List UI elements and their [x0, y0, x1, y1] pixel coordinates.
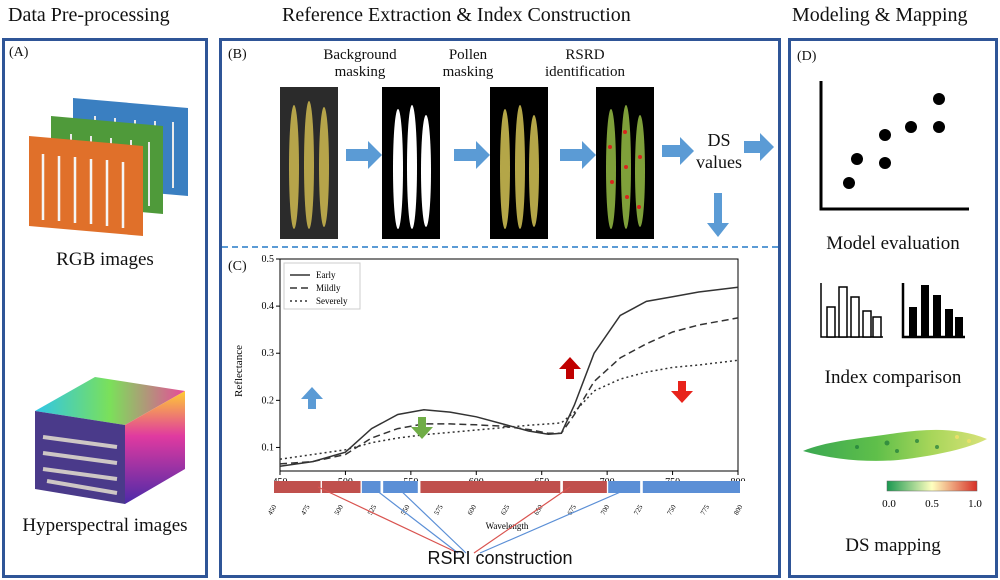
band-tick-625: 625	[499, 503, 511, 517]
rsri-construction-caption: RSRI construction	[427, 548, 573, 568]
index-comparison-caption: Index comparison	[824, 367, 962, 388]
chart-axes	[276, 258, 739, 475]
band-tick-700: 700	[599, 503, 611, 517]
red-up-arrow	[559, 357, 581, 379]
wheat-photo-original	[280, 87, 338, 239]
x-tick-label-800: 800	[731, 477, 746, 481]
chart-y-axis-label: Reflectance	[233, 345, 245, 397]
band-segment-6	[608, 481, 641, 493]
y-tick-label-0.5: 0.5	[262, 254, 275, 265]
legend-label-early: Early	[316, 270, 336, 280]
band-tick-475: 475	[299, 503, 311, 517]
panel-d-label: (D)	[797, 49, 817, 64]
band-axis-label: Wavelength	[486, 521, 529, 531]
ds-colorbar: 0.0 0.5 1.0	[882, 480, 982, 510]
hyperspectral-images-caption: Hyperspectral images	[22, 515, 188, 536]
band-tick-725: 725	[632, 503, 644, 517]
green-down-arrow	[411, 417, 433, 439]
scatter-plot-icon	[819, 81, 969, 211]
wheat-background-mask	[382, 87, 440, 239]
ds-map-image	[803, 429, 987, 461]
y-tick-label-0.3: 0.3	[262, 348, 275, 359]
outline-bar-chart-icon	[820, 283, 883, 338]
x-tick-label-750: 750	[665, 477, 680, 481]
step-rsrd-identification-label: RSRD identification	[545, 47, 625, 80]
header-preprocessing: Data Pre-processing	[8, 4, 170, 26]
panel-b-label: (B)	[228, 47, 247, 62]
x-tick-label-600: 600	[469, 477, 484, 481]
chart-tick-labels: 450 500 550 600 650 700 750 800 0.1 0.2 0.3 0.4 0.5	[262, 254, 746, 481]
y-tick-label-0.4: 0.4	[262, 301, 275, 312]
blue-up-arrow	[301, 387, 323, 409]
filled-bar-chart-icon	[901, 283, 965, 339]
header-reference-extraction: Reference Extraction & Index Constructio…	[282, 4, 631, 26]
band-segment-5	[562, 481, 607, 493]
band-segment-3	[383, 481, 418, 493]
step-pollen-masking-label: Pollen masking	[442, 47, 494, 80]
band-segment-4	[420, 481, 561, 493]
panel-d: (D) Model evaluation Index comparison	[788, 38, 998, 578]
colorbar-tick-1: 0.5	[925, 498, 939, 510]
ds-values-label: DS values	[696, 130, 742, 172]
series-line-early	[279, 286, 739, 468]
band-segment-1	[321, 481, 361, 493]
rgb-image-stack	[29, 98, 188, 236]
series-line-severely	[279, 359, 739, 460]
band-tick-500: 500	[333, 503, 345, 517]
process-arrows	[346, 133, 774, 237]
band-tick-575: 575	[433, 503, 445, 517]
wheat-rsrd-identified	[596, 87, 654, 239]
legend-label-severely: Severely	[316, 296, 348, 306]
step-background-masking-label: Background masking	[323, 47, 397, 80]
red-down-arrow	[671, 381, 693, 403]
chart-legend: Early Mildly Severely	[283, 262, 361, 310]
y-tick-label-0.1: 0.1	[262, 442, 275, 453]
band-tick-750: 750	[666, 503, 678, 517]
band-segment-0	[274, 481, 321, 493]
band-tick-800: 800	[732, 503, 744, 517]
band-tick-450: 450	[266, 503, 278, 517]
band-tick-600: 600	[466, 503, 478, 517]
panel-c-label: (C)	[228, 259, 247, 274]
panel-bc: (B) Background masking Pollen masking RS…	[219, 38, 781, 578]
panel-a: (A) RGB images	[2, 38, 208, 578]
colorbar-tick-2: 1.0	[968, 498, 982, 510]
y-tick-label-0.2: 0.2	[262, 395, 275, 406]
section-separator	[222, 246, 778, 248]
reflectance-chart: Early Mildly Severely 450 500 550 600 650 700 75…	[233, 254, 746, 481]
chart-frame	[279, 258, 739, 472]
band-selection-bar: 450 475 500 525 550 575 600 625 650 675 700 725 750 7…	[266, 481, 745, 554]
chart-series	[279, 286, 739, 468]
rgb-red-layer	[29, 136, 143, 236]
x-tick-label-700: 700	[600, 477, 615, 481]
wheat-pollen-mask	[490, 87, 548, 239]
header-modeling-mapping: Modeling & Mapping	[792, 4, 968, 26]
x-tick-label-550: 550	[403, 477, 418, 481]
model-evaluation-caption: Model evaluation	[826, 233, 960, 254]
rgb-images-caption: RGB images	[56, 249, 154, 270]
colorbar-tick-0: 0.0	[882, 498, 896, 510]
hyperspectral-cube	[35, 377, 185, 504]
panel-a-label: (A)	[9, 45, 29, 60]
band-segment-7	[642, 481, 740, 493]
x-tick-label-650: 650	[534, 477, 549, 481]
series-line-mildly	[279, 317, 739, 465]
ds-mapping-caption: DS mapping	[845, 535, 941, 556]
legend-label-mildly: Mildly	[316, 283, 341, 293]
band-tick-775: 775	[699, 503, 711, 517]
x-tick-label-500: 500	[338, 477, 353, 481]
x-tick-label-450: 450	[273, 477, 288, 481]
